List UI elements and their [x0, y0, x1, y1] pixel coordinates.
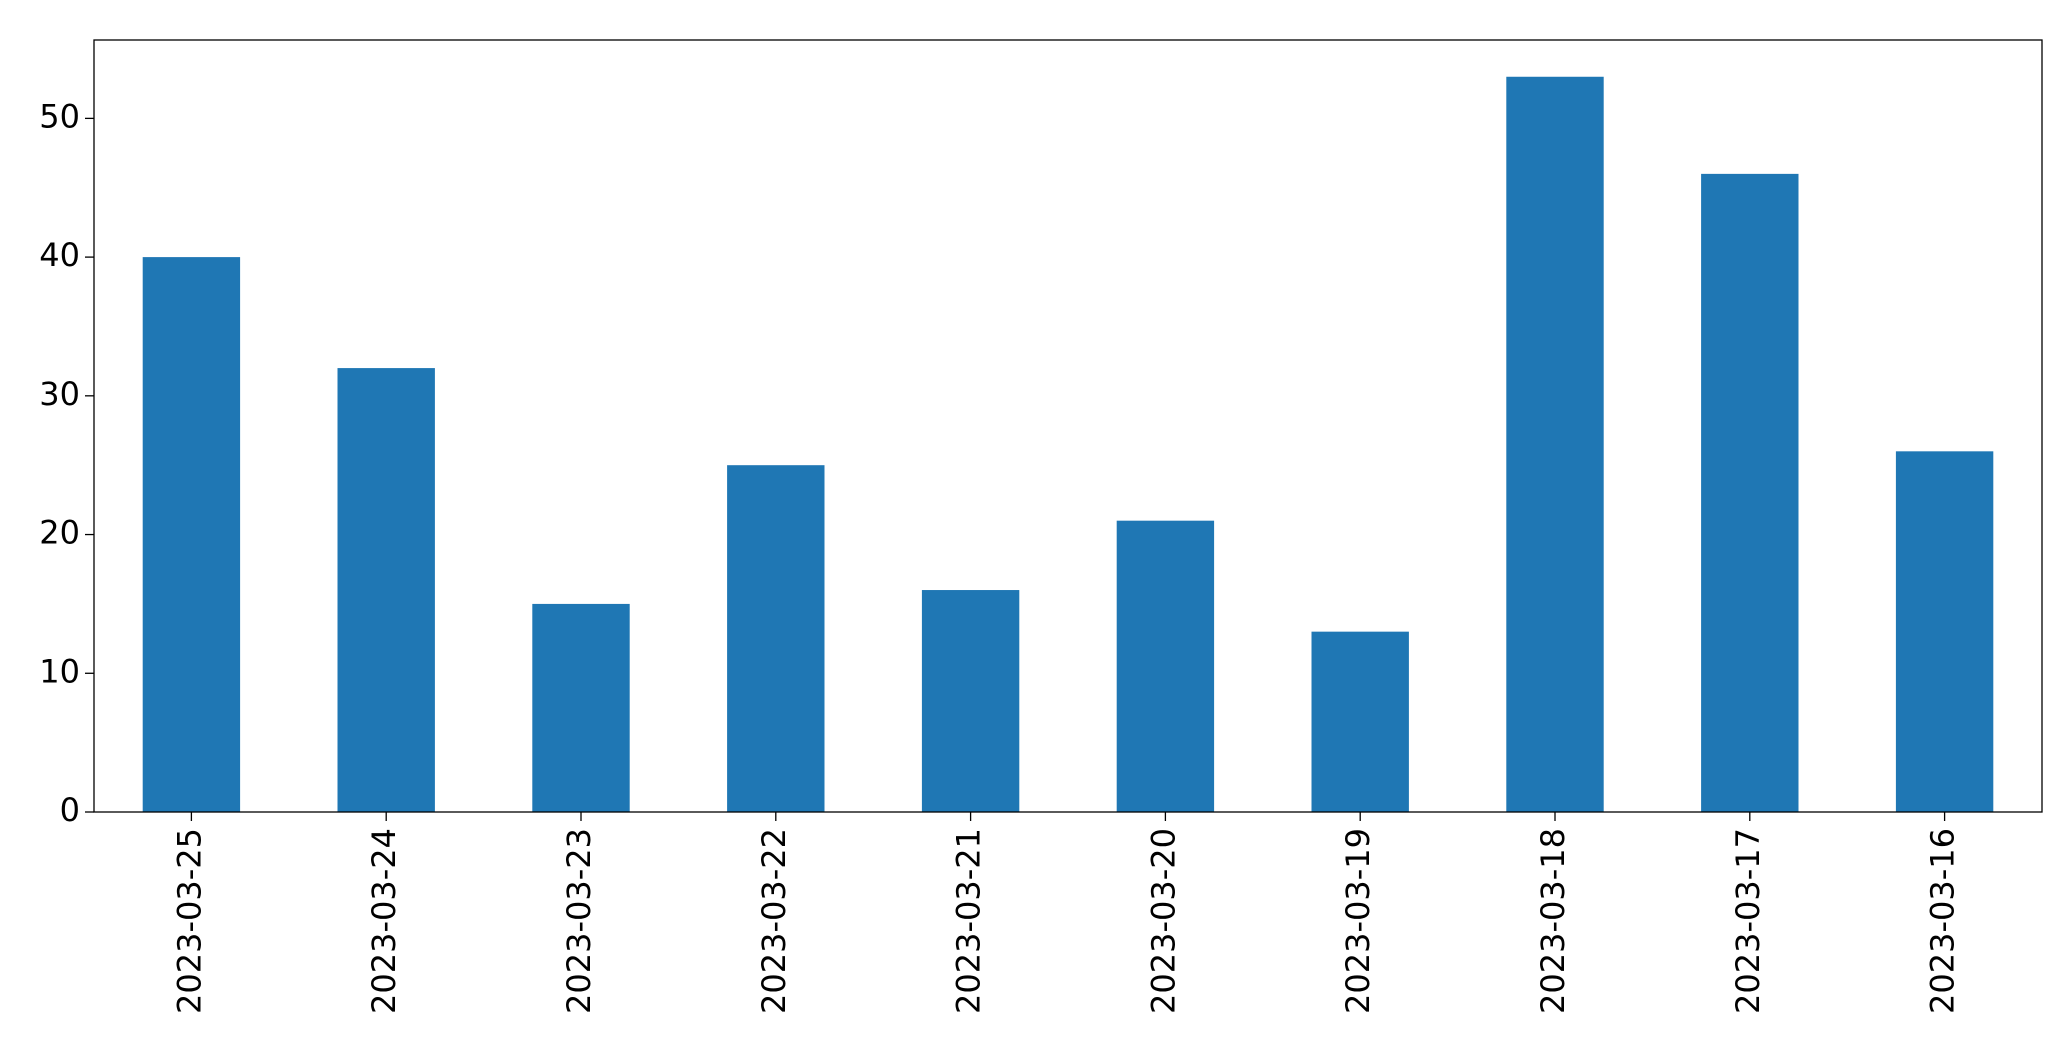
- bar: [1895, 451, 1994, 812]
- bar: [532, 603, 630, 812]
- y-tick-label: 10: [39, 652, 80, 690]
- plot-frame: [93, 39, 2043, 813]
- y-tick-label: 20: [39, 514, 80, 552]
- bar: [142, 257, 241, 812]
- bar: [921, 590, 1020, 812]
- x-tick-label: 2023-03-19: [1339, 828, 1377, 1014]
- x-tick-label: 2023-03-24: [365, 828, 403, 1014]
- bar: [1506, 76, 1604, 812]
- y-tick-label: 30: [39, 375, 80, 413]
- bar: [337, 368, 435, 812]
- bar: [727, 465, 825, 812]
- x-tick-label: 2023-03-20: [1144, 828, 1182, 1014]
- x-tick-label: 2023-03-25: [170, 828, 208, 1014]
- x-tick-label: 2023-03-23: [560, 828, 598, 1014]
- bar: [1701, 173, 1799, 812]
- y-tick-label: 50: [39, 97, 80, 135]
- y-tick-label: 40: [39, 236, 80, 274]
- x-tick-label: 2023-03-16: [1924, 828, 1962, 1014]
- y-tick-label: 0: [60, 791, 80, 829]
- bar: [1311, 631, 1409, 812]
- x-tick-label: 2023-03-18: [1534, 828, 1572, 1014]
- x-tick-label: 2023-03-22: [755, 828, 793, 1014]
- x-tick-label: 2023-03-17: [1729, 828, 1767, 1014]
- x-tick-label: 2023-03-21: [950, 828, 988, 1014]
- bar: [1116, 520, 1215, 812]
